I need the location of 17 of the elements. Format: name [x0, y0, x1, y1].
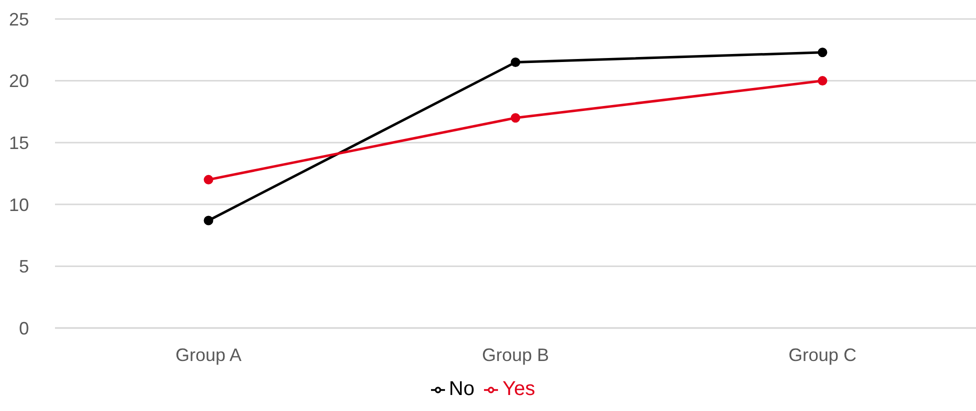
point: [510, 58, 520, 68]
point: [818, 48, 828, 58]
point: [204, 174, 214, 184]
y-tick-label: 15: [8, 132, 29, 153]
point: [818, 76, 828, 86]
x-tick-label: Group B: [482, 344, 550, 365]
y-tick-label: 10: [8, 194, 29, 215]
point: [510, 113, 520, 123]
y-tick-label: 5: [18, 256, 29, 277]
y-tick-label: 20: [8, 71, 29, 92]
y-tick-label: 25: [8, 9, 29, 30]
legend-label: No: [448, 378, 474, 400]
x-tick-label: Group A: [175, 344, 242, 365]
legend-label: Yes: [502, 378, 536, 400]
x-tick-label: Group C: [788, 344, 857, 365]
point: [204, 216, 214, 226]
y-tick-label: 0: [18, 318, 29, 338]
